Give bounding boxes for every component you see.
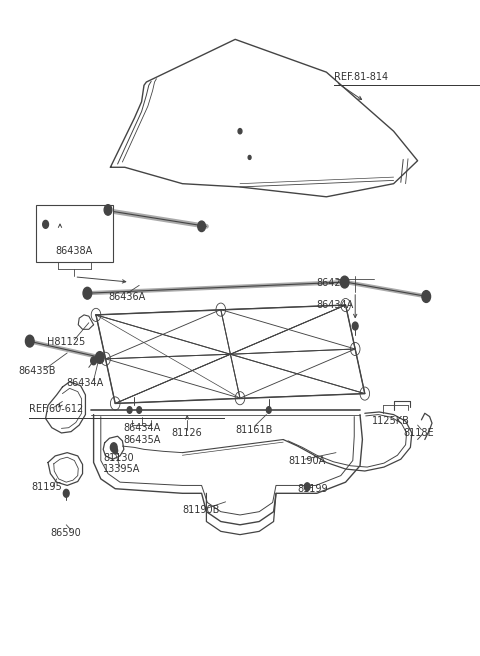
Circle shape bbox=[198, 221, 205, 232]
Circle shape bbox=[340, 276, 349, 288]
Circle shape bbox=[63, 489, 69, 497]
Text: 81130: 81130 bbox=[103, 453, 134, 463]
Circle shape bbox=[137, 407, 142, 413]
Text: 86420: 86420 bbox=[317, 278, 348, 289]
Text: 1125KB: 1125KB bbox=[372, 416, 410, 426]
Circle shape bbox=[91, 357, 96, 365]
Circle shape bbox=[25, 335, 34, 347]
Text: 86434A: 86434A bbox=[317, 300, 354, 310]
Text: REF.60-612: REF.60-612 bbox=[29, 404, 83, 415]
Circle shape bbox=[304, 483, 310, 491]
Circle shape bbox=[43, 220, 48, 228]
Text: 86436A: 86436A bbox=[108, 291, 146, 302]
Text: 8118E: 8118E bbox=[403, 428, 434, 438]
Text: 86435B: 86435B bbox=[18, 366, 56, 377]
Text: 81161B: 81161B bbox=[236, 424, 273, 435]
Circle shape bbox=[422, 291, 431, 302]
Text: 81126: 81126 bbox=[172, 428, 203, 438]
Text: 81195: 81195 bbox=[31, 482, 62, 492]
Text: 81199: 81199 bbox=[298, 483, 328, 494]
Circle shape bbox=[96, 352, 104, 363]
Circle shape bbox=[110, 443, 117, 452]
Circle shape bbox=[83, 287, 92, 299]
Text: REF.81-814: REF.81-814 bbox=[334, 72, 388, 82]
Circle shape bbox=[248, 155, 251, 159]
Circle shape bbox=[352, 322, 358, 330]
Circle shape bbox=[113, 447, 118, 454]
Text: H81125: H81125 bbox=[47, 337, 85, 348]
Text: 81190A: 81190A bbox=[288, 455, 325, 466]
Text: 81190B: 81190B bbox=[182, 505, 220, 516]
Text: 13395A: 13395A bbox=[103, 464, 141, 474]
Bar bbox=[36, 205, 113, 262]
Text: 86438A: 86438A bbox=[55, 245, 93, 256]
Text: 86590: 86590 bbox=[51, 527, 82, 538]
Circle shape bbox=[238, 129, 242, 134]
Text: 86434A: 86434A bbox=[123, 422, 160, 433]
Circle shape bbox=[266, 407, 271, 413]
Text: 86435A: 86435A bbox=[123, 434, 160, 445]
Circle shape bbox=[104, 205, 112, 215]
Circle shape bbox=[127, 407, 132, 413]
Text: 86434A: 86434A bbox=[66, 378, 104, 388]
